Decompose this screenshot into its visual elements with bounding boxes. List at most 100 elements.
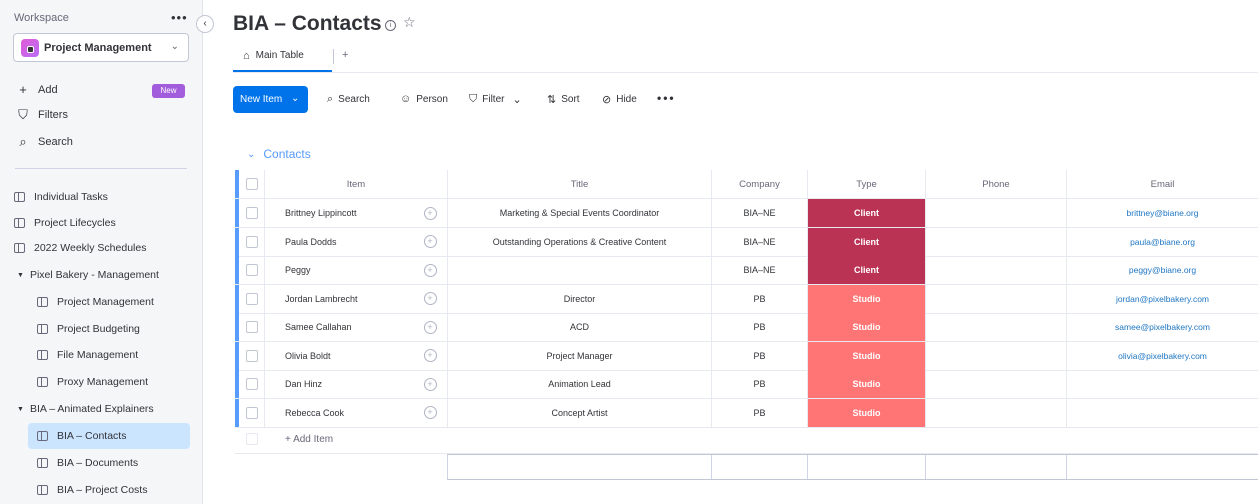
table-row[interactable]: Paula Dodds + Outstanding Operations & Cre… [235, 227, 1258, 257]
email-cell[interactable]: olivia@pixelbakery.com [1118, 350, 1207, 361]
email-cell[interactable]: paula@biane.org [1130, 236, 1195, 247]
table-row[interactable]: Brittney Lippincott + Marketing & Special … [235, 199, 1258, 228]
type-status-cell[interactable]: Studio [808, 341, 926, 370]
type-status-cell[interactable]: Studio [808, 284, 926, 313]
workspace-more-icon[interactable]: ••• [171, 10, 188, 25]
title-cell[interactable]: Concept Artist [448, 398, 712, 427]
column-header-email[interactable]: Email [1150, 178, 1175, 190]
hide-button[interactable]: ⊘ Hide [602, 93, 637, 106]
row-checkbox[interactable] [245, 321, 258, 333]
column-header-title[interactable]: Title [448, 170, 712, 198]
company-cell[interactable]: BIA–NE [712, 227, 808, 256]
workspace-selector[interactable]: Project Management ⌄ [13, 33, 189, 62]
sidebar-folder-pixel-bakery[interactable]: ▼ Pixel Bakery - Management [14, 262, 190, 288]
search-action[interactable]: ⌕ Search [15, 134, 73, 150]
add-update-icon[interactable]: + [423, 263, 437, 277]
add-update-icon[interactable]: + [423, 292, 437, 305]
filters-action[interactable]: ⛉ Filters [15, 107, 68, 123]
email-cell[interactable] [1067, 399, 1258, 427]
conversation-cell[interactable]: + [413, 256, 448, 284]
conversation-cell[interactable]: + [413, 284, 448, 313]
title-cell[interactable]: ACD [448, 313, 712, 341]
column-header-type[interactable]: Type [808, 170, 926, 198]
item-name-cell[interactable]: Peggy [285, 265, 311, 275]
conversation-cell[interactable]: + [413, 199, 448, 227]
type-status-cell[interactable]: Studio [808, 370, 926, 398]
column-header-company[interactable]: Company [712, 170, 808, 198]
item-name-cell[interactable]: Jordan Lambrecht [285, 293, 358, 304]
sidebar-item-project-lifecycles[interactable]: Project Lifecycles [14, 210, 190, 236]
table-row[interactable]: Peggy + BIA–NE Client peggy@biane.org [235, 256, 1258, 285]
add-update-icon[interactable]: + [423, 235, 437, 248]
add-update-icon[interactable]: + [423, 320, 437, 334]
phone-cell[interactable] [926, 313, 1067, 341]
type-status-cell[interactable]: Client [808, 199, 926, 227]
add-item-row[interactable]: + Add Item [235, 425, 1258, 454]
phone-cell[interactable] [926, 199, 1067, 227]
tab-main-table[interactable]: ⌂ Main Table [233, 45, 332, 72]
company-cell[interactable]: PB [712, 341, 808, 370]
add-view-button[interactable]: + [342, 49, 349, 61]
sidebar-folder-bia[interactable]: ▼ BIA – Animated Explainers [14, 396, 190, 422]
company-cell[interactable]: PB [712, 370, 808, 398]
row-checkbox[interactable] [245, 292, 258, 305]
phone-cell[interactable] [926, 398, 1067, 427]
table-row[interactable]: Jordan Lambrecht + Director PB Studio jordan@… [235, 284, 1258, 314]
email-cell[interactable]: brittney@biane.org [1126, 208, 1199, 218]
email-cell[interactable]: peggy@biane.org [1128, 265, 1197, 275]
phone-cell[interactable] [926, 256, 1067, 284]
table-row[interactable]: Dan Hinz + Animation Lead PB Studio [235, 370, 1258, 399]
more-icon[interactable]: ••• [657, 91, 676, 105]
row-checkbox[interactable] [245, 235, 258, 248]
email-cell[interactable]: jordan@pixelbakery.com [1115, 293, 1210, 304]
sidebar-item-project-budgeting[interactable]: Project Budgeting [28, 316, 190, 342]
company-cell[interactable]: BIA–NE [712, 256, 808, 284]
title-cell[interactable]: Animation Lead [448, 370, 712, 398]
phone-cell[interactable] [926, 284, 1067, 313]
item-name-cell[interactable]: Dan Hinz [285, 379, 323, 389]
phone-cell[interactable] [926, 370, 1067, 398]
sidebar-item-individual-tasks[interactable]: Individual Tasks [14, 184, 190, 210]
column-header-item[interactable]: Item [265, 170, 448, 198]
collapse-sidebar-button[interactable]: ‹ [196, 15, 214, 33]
item-name-cell[interactable]: Olivia Boldt [285, 350, 331, 361]
select-all-checkbox[interactable] [245, 178, 258, 190]
title-cell[interactable]: Marketing & Special Events Coordinator [448, 199, 712, 227]
row-checkbox[interactable] [245, 207, 258, 219]
add-update-icon[interactable]: + [423, 406, 437, 419]
conversation-cell[interactable]: + [413, 341, 448, 370]
email-cell[interactable]: samee@pixelbakery.com [1115, 322, 1210, 332]
sidebar-item-bia-documents[interactable]: BIA – Documents [28, 450, 190, 476]
row-checkbox[interactable] [245, 378, 258, 390]
row-checkbox[interactable] [245, 406, 258, 419]
type-status-cell[interactable]: Studio [808, 398, 926, 427]
email-cell[interactable] [1067, 370, 1258, 398]
company-cell[interactable]: PB [712, 313, 808, 341]
add-update-icon[interactable]: + [423, 206, 437, 220]
add-update-icon[interactable]: + [423, 349, 437, 362]
phone-cell[interactable] [926, 341, 1067, 370]
conversation-cell[interactable]: + [413, 313, 448, 341]
chevron-down-icon[interactable]: ⌄ [247, 148, 256, 160]
new-item-button[interactable]: New Item ⌄ [233, 86, 308, 113]
company-cell[interactable]: PB [712, 398, 808, 427]
item-name-cell[interactable]: Paula Dodds [285, 236, 337, 247]
title-cell[interactable]: Director [448, 284, 712, 313]
chevron-down-icon[interactable]: ⌄ [291, 93, 300, 104]
sort-button[interactable]: ⇅ Sort [547, 93, 580, 106]
row-checkbox[interactable] [245, 264, 258, 276]
type-status-cell[interactable]: Client [808, 227, 926, 256]
row-checkbox[interactable] [245, 349, 258, 362]
company-cell[interactable]: BIA–NE [712, 199, 808, 227]
phone-cell[interactable] [926, 227, 1067, 256]
title-cell[interactable]: Project Manager [448, 341, 712, 370]
add-item-label[interactable]: + Add Item [285, 434, 334, 445]
add-action[interactable]: + Add [15, 82, 57, 97]
type-status-cell[interactable]: Client [808, 256, 926, 284]
table-row[interactable]: Samee Callahan + ACD PB Studio samee@pixelbak… [235, 313, 1258, 342]
sidebar-item-project-management[interactable]: Project Management [28, 289, 190, 315]
sidebar-item-bia-contacts[interactable]: BIA – Contacts [28, 423, 190, 449]
conversation-cell[interactable]: + [413, 227, 448, 256]
item-name-cell[interactable]: Rebecca Cook [285, 407, 345, 418]
filter-button[interactable]: ⛉ Filter ⌄ [469, 93, 527, 106]
